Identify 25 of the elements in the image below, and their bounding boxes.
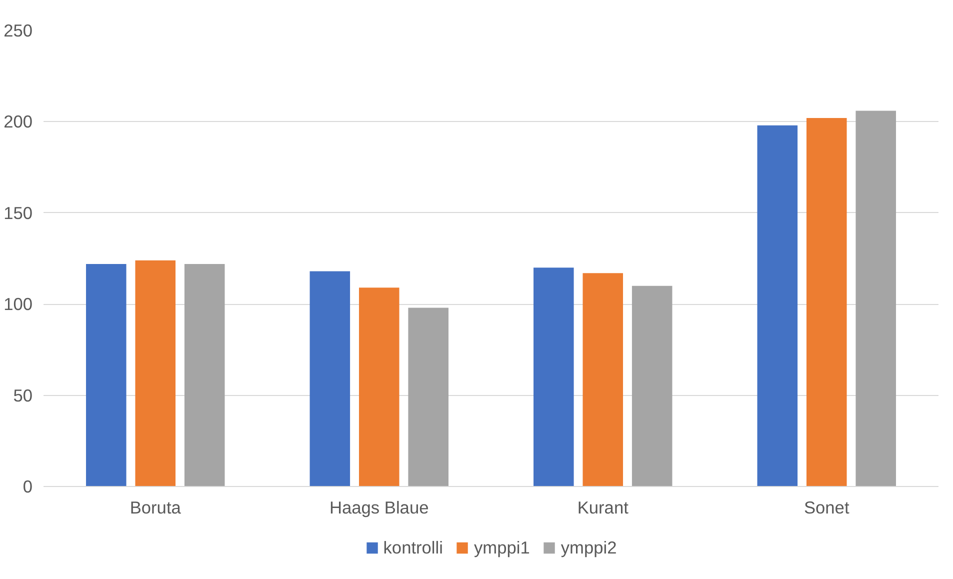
legend-label: ymppi1 [474, 537, 530, 558]
bar [358, 288, 400, 486]
y-tick-label: 50 [13, 385, 33, 406]
bar [184, 264, 225, 486]
bar [806, 118, 847, 486]
bar [408, 308, 448, 486]
x-tick-label: Haags Blaue [330, 498, 429, 518]
bar [534, 268, 574, 486]
legend-label: kontrolli [383, 537, 443, 558]
y-tick-label: 250 [4, 20, 33, 40]
y-tick-label: 200 [4, 112, 33, 132]
bar [856, 110, 896, 486]
y-tick-label: 100 [4, 294, 33, 314]
legend-label: ymppi2 [560, 537, 617, 558]
x-tick-label: Boruta [130, 498, 182, 518]
bar [632, 286, 672, 486]
bar [135, 260, 176, 486]
x-tick-label: Kurant [577, 498, 629, 518]
x-tick-label: Sonet [804, 498, 850, 518]
y-tick-label: 150 [4, 202, 33, 223]
bar [757, 125, 798, 486]
bar [582, 273, 624, 486]
y-tick-label: 0 [22, 476, 33, 496]
bar [310, 271, 350, 486]
bar [86, 264, 126, 486]
